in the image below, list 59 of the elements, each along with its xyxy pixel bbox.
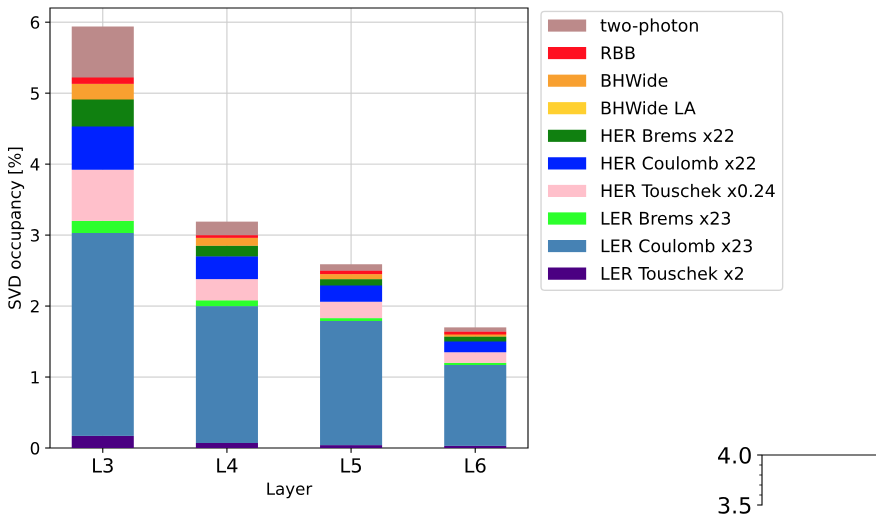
bar: [444, 332, 506, 334]
bar: [72, 78, 134, 84]
bar: [320, 285, 382, 302]
bar: [444, 364, 506, 446]
legend-label: LER Coulomb x23: [602, 238, 752, 252]
x-tick-label: L6: [466, 458, 486, 473]
bar: [320, 320, 382, 446]
y-tick-label: 5: [30, 87, 39, 100]
bar: [72, 126, 134, 170]
bar: [444, 352, 506, 363]
bar: [196, 238, 258, 246]
y-tick-label: 0: [30, 442, 40, 455]
bar: [444, 334, 506, 337]
x-tick-label: L5: [341, 458, 361, 473]
legend-label: BHWide LA: [602, 101, 696, 115]
text: 4.0: [718, 446, 751, 464]
bar: [72, 26, 134, 78]
bar: [320, 302, 382, 318]
legend-label: two-photon: [600, 18, 698, 36]
legend-label: LER Touschek x2: [602, 266, 743, 280]
text: 3.5: [718, 496, 750, 514]
bar: [444, 327, 506, 332]
legend-label: HER Brems x22: [602, 128, 734, 142]
y-tick-label: 1: [32, 371, 39, 384]
bar: [320, 318, 382, 321]
bar: [72, 232, 134, 436]
y-tick-label: 6: [30, 16, 40, 29]
y-axis-title: SVD occupancy [%]: [8, 148, 24, 309]
bar: [196, 279, 258, 300]
legend-label: LER Brems x23: [602, 212, 730, 225]
bar: [196, 235, 258, 238]
legend-label: HER Coulomb x22: [602, 156, 755, 170]
y-tick-label: 2: [30, 300, 39, 312]
y-tick-label: 3: [30, 229, 39, 242]
bar: [72, 436, 134, 448]
x-axis-title: Layer: [267, 482, 312, 498]
bar: [320, 445, 382, 448]
legend-label: RBB: [602, 46, 635, 60]
legend-label: BHWide: [602, 74, 668, 87]
y-tick-label: 4: [30, 158, 40, 170]
bar: [196, 246, 258, 256]
bar: [320, 270, 382, 274]
x-tick-label: L4: [217, 458, 238, 472]
bar: [320, 264, 382, 271]
bar: [196, 256, 258, 280]
bar: [196, 306, 258, 444]
bar: [444, 342, 506, 352]
bar: [444, 336, 506, 342]
bar: [72, 84, 134, 100]
bar: [320, 279, 382, 286]
bar: [72, 220, 134, 233]
x-tick-label: L3: [93, 458, 113, 473]
bar: [196, 222, 258, 236]
bar: [196, 443, 258, 448]
legend-label: HER Touschek x0.24: [602, 184, 775, 198]
bar: [72, 100, 134, 127]
bar: [196, 300, 258, 306]
bar: [72, 170, 134, 221]
bar: [320, 274, 382, 280]
